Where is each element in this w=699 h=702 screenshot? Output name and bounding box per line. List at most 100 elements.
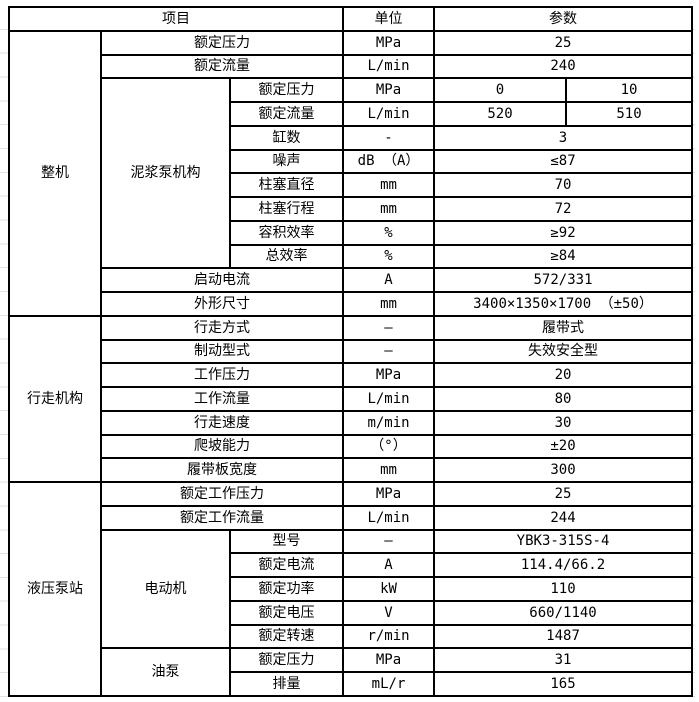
row-unit-cell: - xyxy=(342,124,436,151)
row-label-cell: 额定转速 xyxy=(228,623,345,650)
row-value-cell: 失效安全型 xyxy=(433,338,694,365)
table-row: 行走速度 m/min 30 xyxy=(9,409,694,436)
row-unit-cell: — xyxy=(342,338,436,365)
table-row: 爬坡能力 （°） ±20 xyxy=(9,433,694,460)
table-row: 工作流量 L/min 80 xyxy=(9,386,694,412)
row-value-cell: 300 xyxy=(433,457,694,483)
row-unit-cell: — xyxy=(342,314,436,341)
row-value-cell: 0 xyxy=(433,77,568,103)
row-value-cell: 72 xyxy=(433,196,694,222)
table-row: 噪声 dB （A） ≤87 xyxy=(9,148,694,175)
row-unit-cell: A xyxy=(342,552,436,578)
row-value-cell: 履带式 xyxy=(433,314,694,341)
row-unit-cell: mm xyxy=(342,196,436,222)
row-label-cell: 额定流量 xyxy=(99,53,345,80)
row-value-cell: 3400×1350×1700 （±50） xyxy=(433,291,694,317)
row-label-cell: 额定压力 xyxy=(228,647,345,673)
spreadsheet-gridline-ticks-right xyxy=(691,6,695,697)
row-unit-cell: L/min xyxy=(342,504,436,531)
table-row: 行走机构 行走方式 — 履带式 xyxy=(8,314,694,484)
row-value-cell: 110 xyxy=(433,576,694,602)
row-label-cell: 容积效率 xyxy=(228,219,345,246)
row-value-cell: 244 xyxy=(433,504,694,531)
row-value-cell: ≤87 xyxy=(433,148,694,175)
group-cell-motor: 电动机 xyxy=(100,528,231,650)
table-row: 缸数 - 3 xyxy=(9,124,694,151)
row-unit-cell: mm xyxy=(342,457,436,483)
row-label-cell: 行走方式 xyxy=(99,314,345,341)
table-row: 外形尺寸 mm 3400×1350×1700 （±50） xyxy=(9,291,694,317)
row-value-cell: 70 xyxy=(433,172,694,198)
row-label-cell: 履带板宽度 xyxy=(99,457,345,483)
row-value-cell: 572/331 xyxy=(433,267,694,293)
table-row: 电动机 型号 — YBK3-315S-4 xyxy=(9,528,694,650)
header-row: 项目 单位 参数 xyxy=(7,6,694,32)
row-label-cell: 柱塞行程 xyxy=(228,196,345,222)
row-value-cell: 31 xyxy=(433,647,694,673)
row-value-cell: 80 xyxy=(433,386,694,412)
row-unit-cell: MPa xyxy=(342,481,436,507)
row-unit-cell: MPa xyxy=(342,362,436,388)
row-label-cell: 柱塞直径 xyxy=(228,172,345,198)
table-row: 额定转速 r/min 1487 xyxy=(9,623,694,650)
row-value-cell: YBK3-315S-4 xyxy=(433,528,694,555)
table-row: 柱塞行程 mm 72 xyxy=(9,196,694,222)
row-label-cell: 额定工作压力 xyxy=(99,481,345,507)
row-unit-cell: L/min xyxy=(342,101,436,127)
table-row: 额定流量 L/min 240 xyxy=(9,53,694,80)
table-row: 启动电流 A 572/331 xyxy=(9,267,694,293)
table-row: 额定电流 A 114.4/66.2 xyxy=(9,552,694,578)
row-unit-cell: mL/r xyxy=(342,671,436,697)
group-cell-hydraulic-station: 液压泵站 xyxy=(8,481,102,697)
group-cell-travel: 行走机构 xyxy=(8,314,102,484)
row-unit-cell: m/min xyxy=(342,409,436,436)
table-row: 制动型式 — 失效安全型 xyxy=(9,338,694,365)
row-label-cell: 启动电流 xyxy=(99,267,345,293)
row-label-cell: 制动型式 xyxy=(99,338,345,365)
header-param-cell: 参数 xyxy=(433,6,694,32)
row-unit-cell: A xyxy=(342,267,436,293)
row-value-cell: 510 xyxy=(565,101,694,127)
row-label-cell: 噪声 xyxy=(228,148,345,175)
spec-table: 项目 单位 参数 整机 额定压力 MPa 25 额定流量 L/min 240 泥… xyxy=(7,6,694,697)
row-label-cell: 额定流量 xyxy=(228,101,345,127)
row-unit-cell: % xyxy=(342,219,436,246)
row-label-cell: 外形尺寸 xyxy=(99,291,345,317)
row-unit-cell: MPa xyxy=(342,647,436,673)
row-value-cell: 25 xyxy=(433,481,694,507)
row-label-cell: 工作压力 xyxy=(99,362,345,388)
row-unit-cell: mm xyxy=(342,172,436,198)
row-label-cell: 行走速度 xyxy=(99,409,345,436)
table-row: 额定功率 kW 110 xyxy=(9,576,694,602)
row-label-cell: 总效率 xyxy=(228,243,345,270)
row-unit-cell: mm xyxy=(342,291,436,317)
row-value-cell: ≥92 xyxy=(433,219,694,246)
header-unit-cell: 单位 xyxy=(342,6,436,32)
row-unit-cell: — xyxy=(342,528,436,555)
table-row: 泥浆泵机构 额定压力 MPa 0 10 xyxy=(9,77,694,270)
table-row: 额定工作流量 L/min 244 xyxy=(9,504,694,531)
row-value-cell: 240 xyxy=(433,53,694,80)
group-cell-oil-pump: 油泵 xyxy=(100,647,231,697)
table-row: 容积效率 % ≥92 xyxy=(9,219,694,246)
row-label-cell: 额定电流 xyxy=(228,552,345,578)
row-value-cell: 25 xyxy=(433,29,694,56)
row-unit-cell: V xyxy=(342,599,436,626)
row-value-cell: ±20 xyxy=(433,433,694,460)
row-value-cell: 1487 xyxy=(433,623,694,650)
table-row: 柱塞直径 mm 70 xyxy=(9,172,694,198)
row-label-cell: 额定压力 xyxy=(99,29,345,56)
table-row: 工作压力 MPa 20 xyxy=(9,362,694,388)
table-row: 整机 额定压力 MPa 25 xyxy=(8,29,694,317)
table-row: 额定流量 L/min 520 510 xyxy=(9,101,694,127)
row-value-cell: 10 xyxy=(565,77,694,103)
row-value-cell: 3 xyxy=(433,124,694,151)
row-unit-cell: % xyxy=(342,243,436,270)
group-cell-mud-pump: 泥浆泵机构 xyxy=(100,77,231,270)
row-value-cell: 165 xyxy=(433,671,694,697)
group-cell-whole-machine: 整机 xyxy=(8,29,102,317)
row-value-cell: 114.4/66.2 xyxy=(433,552,694,578)
row-unit-cell: r/min xyxy=(342,623,436,650)
row-unit-cell: MPa xyxy=(342,29,436,56)
row-unit-cell: dB （A） xyxy=(342,148,436,175)
